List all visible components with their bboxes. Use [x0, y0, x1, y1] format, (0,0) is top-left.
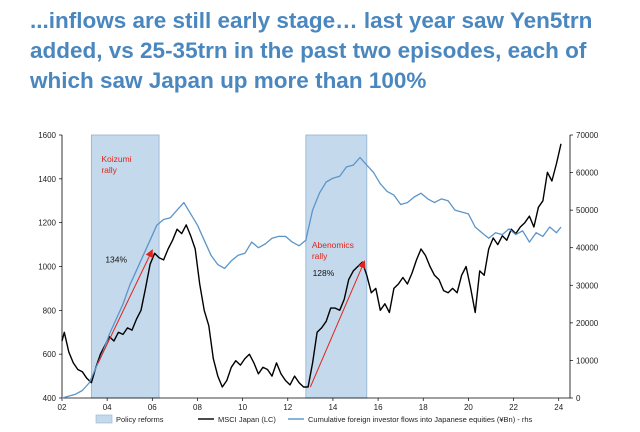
- x-tick-label: 20: [464, 403, 473, 412]
- period-label-2-line-1: Abenomics: [312, 240, 354, 250]
- y-left-tick-label: 1000: [38, 263, 56, 272]
- x-tick-label: 24: [554, 403, 563, 412]
- y-left-tick-label: 800: [43, 306, 57, 315]
- period-label-1-line-2: rally: [101, 165, 117, 175]
- legend-swatch-policy-reforms: [95, 414, 113, 424]
- y-right-tick-label: 50000: [576, 206, 599, 215]
- foreign-flows-line: [61, 156, 562, 399]
- msci-japan-line: [61, 143, 562, 388]
- y-right-tick-label: 0: [576, 394, 581, 403]
- legend-label: Cumulative foreign investor flows into J…: [308, 415, 533, 424]
- y-right-tick-label: 10000: [576, 356, 599, 365]
- gain-arrow-2: [309, 260, 366, 388]
- axes: 400 600 800 1000 1200 1400 1600 0 10000 20000 3000…: [38, 131, 599, 412]
- y-left-tick-label: 1200: [38, 219, 56, 228]
- y-right-tick-label: 20000: [576, 319, 599, 328]
- legend: Policy reforms MSCI Japan (LC) Cumulative …: [95, 414, 533, 424]
- y-right-tick-label: 40000: [576, 244, 599, 253]
- y-left-tick-label: 1400: [38, 175, 56, 184]
- gain-arrow-1: [97, 249, 153, 364]
- x-tick-label: 14: [328, 403, 337, 412]
- y-left-tick-label: 1600: [38, 131, 56, 140]
- x-tick-label: 10: [238, 403, 247, 412]
- y-left-tick-label: 600: [43, 350, 57, 359]
- shaded-periods: [90, 134, 368, 399]
- y-right-tick-label: 60000: [576, 169, 599, 178]
- y-right-tick-label: 30000: [576, 281, 599, 290]
- series-lines: [61, 143, 562, 399]
- x-tick-label: 12: [283, 403, 292, 412]
- gain-label-2: 128%: [313, 268, 335, 278]
- x-tick-label: 16: [374, 403, 383, 412]
- x-tick-label: 04: [103, 403, 112, 412]
- y-right-tick-label: 70000: [576, 131, 599, 140]
- period-label-1-line-1: Koizumi: [101, 154, 131, 164]
- gain-label-1: 134%: [105, 254, 127, 264]
- x-tick-label: 08: [193, 403, 202, 412]
- annotation-arrows: [97, 249, 366, 388]
- x-tick-label: 22: [509, 403, 518, 412]
- x-tick-label: 06: [148, 403, 157, 412]
- x-tick-label: 18: [419, 403, 428, 412]
- legend-label: Policy reforms: [116, 415, 164, 424]
- x-tick-label: 02: [58, 403, 67, 412]
- headline: ...inflows are still early stage… last y…: [30, 8, 593, 93]
- period-label-2-line-2: rally: [312, 251, 328, 261]
- legend-label: MSCI Japan (LC): [218, 415, 276, 424]
- y-left-tick-label: 400: [43, 394, 57, 403]
